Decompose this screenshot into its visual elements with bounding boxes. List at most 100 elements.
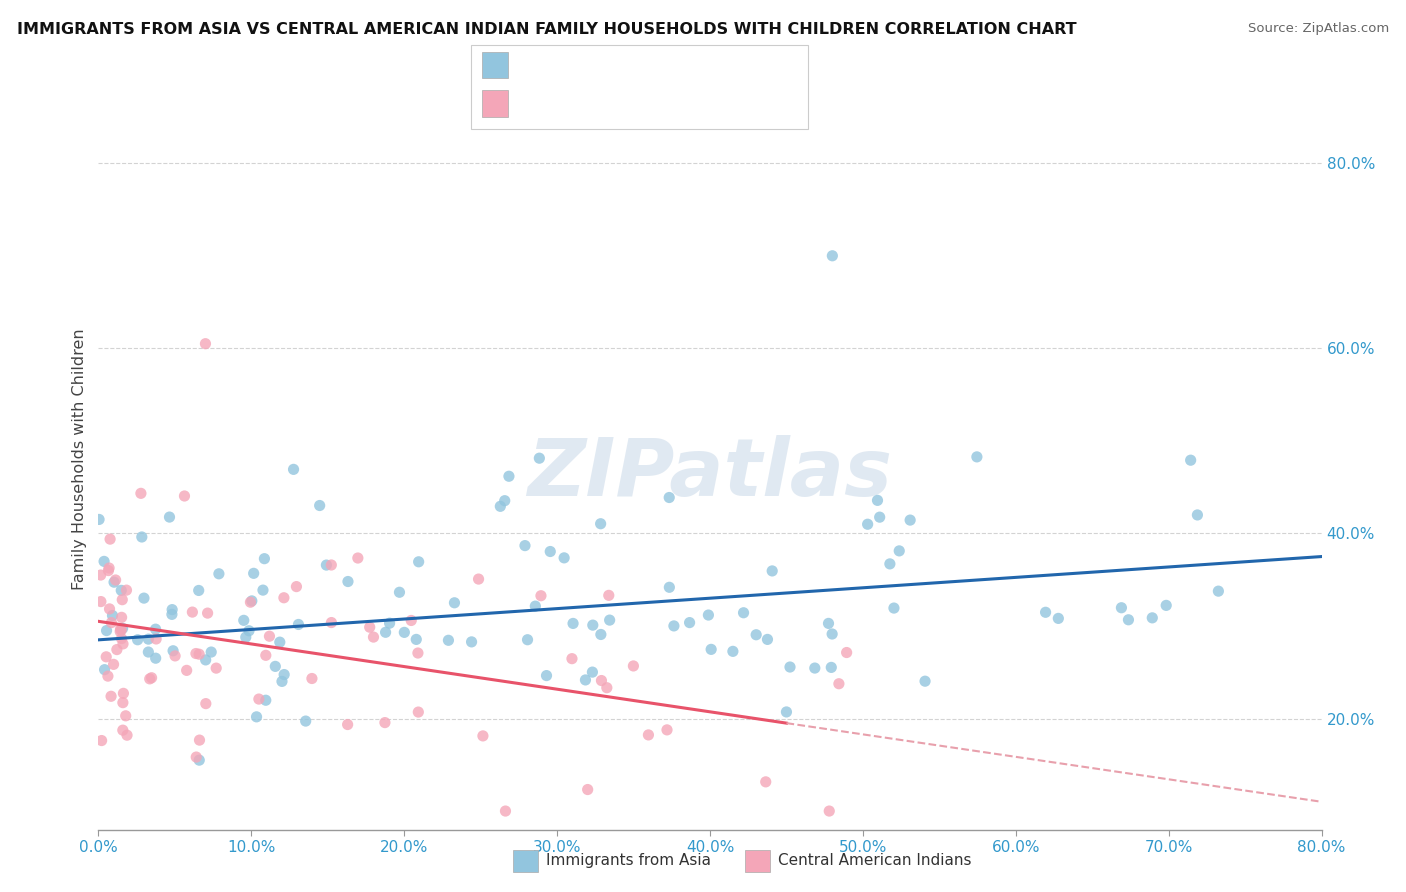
Point (621, 659, 644, 673)
Point (489, 500, 512, 514)
Point (141, 671, 163, 685)
Point (90, 594, 112, 608)
Point (90, 568, 112, 582)
Point (240, 594, 263, 608)
Point (1180, 453, 1202, 467)
Point (1208, 584, 1230, 599)
Text: Immigrants from Asia: Immigrants from Asia (546, 854, 710, 868)
Point (374, 715, 396, 730)
Point (700, 642, 723, 657)
Point (273, 591, 295, 605)
Point (598, 588, 620, 602)
Point (165, 648, 187, 663)
Point (115, 583, 138, 598)
Point (242, 566, 264, 581)
Point (205, 661, 228, 675)
Point (856, 517, 879, 532)
Point (779, 660, 801, 674)
Point (869, 510, 891, 524)
Point (103, 575, 125, 590)
Point (562, 616, 585, 631)
Point (129, 486, 152, 500)
Point (1187, 508, 1209, 522)
Point (637, 728, 659, 742)
Point (285, 580, 308, 594)
Point (181, 605, 204, 619)
Point (269, 635, 291, 649)
Point (114, 708, 136, 723)
Point (187, 583, 209, 598)
Point (378, 616, 401, 631)
Point (287, 617, 309, 632)
Point (336, 574, 359, 589)
Point (524, 599, 547, 614)
Point (467, 572, 489, 586)
Text: R =: R = (517, 95, 554, 112)
Point (835, 646, 858, 660)
Point (1154, 599, 1177, 613)
Point (388, 585, 411, 599)
Point (460, 635, 482, 649)
Point (93, 554, 115, 568)
Point (755, 775, 778, 789)
Point (553, 550, 575, 565)
Point (283, 462, 305, 476)
Point (1118, 613, 1140, 627)
Text: 105: 105 (655, 56, 686, 74)
Point (245, 710, 267, 724)
Text: R =: R = (517, 56, 554, 74)
Point (239, 595, 262, 609)
Point (96, 649, 118, 664)
Point (581, 665, 603, 679)
Point (110, 623, 132, 637)
Point (173, 489, 195, 503)
Point (247, 692, 270, 706)
Point (308, 499, 330, 513)
Point (98, 602, 121, 616)
Point (105, 642, 128, 657)
Point (530, 589, 553, 603)
Point (804, 661, 827, 675)
Point (254, 648, 277, 663)
Point (471, 729, 494, 743)
Point (235, 630, 257, 644)
Point (110, 583, 132, 598)
Point (443, 596, 465, 610)
Point (494, 493, 516, 508)
Point (359, 620, 381, 634)
Point (437, 633, 460, 648)
Point (145, 651, 167, 665)
Point (96, 624, 118, 638)
Point (363, 630, 385, 644)
Point (745, 628, 768, 642)
Point (90, 733, 112, 747)
Point (110, 610, 132, 624)
Point (232, 613, 254, 627)
Text: -0.332: -0.332 (560, 95, 613, 112)
Point (111, 696, 134, 710)
Point (315, 558, 337, 572)
Point (374, 625, 396, 640)
Point (596, 681, 619, 695)
Point (238, 624, 260, 638)
Point (1035, 605, 1057, 619)
Point (321, 558, 343, 572)
Point (98, 561, 121, 575)
Point (159, 510, 181, 524)
Point (495, 804, 517, 818)
Point (574, 673, 596, 687)
Point (658, 580, 681, 594)
Point (399, 614, 422, 628)
Point (273, 667, 295, 681)
Text: Source: ZipAtlas.com: Source: ZipAtlas.com (1249, 22, 1389, 36)
Point (817, 616, 839, 631)
Point (160, 607, 183, 622)
Point (188, 647, 211, 661)
Point (883, 601, 905, 615)
Point (599, 613, 621, 627)
Point (658, 491, 681, 505)
Point (111, 621, 134, 635)
Point (1111, 600, 1133, 615)
Point (347, 551, 370, 566)
Text: 76: 76 (655, 95, 686, 112)
